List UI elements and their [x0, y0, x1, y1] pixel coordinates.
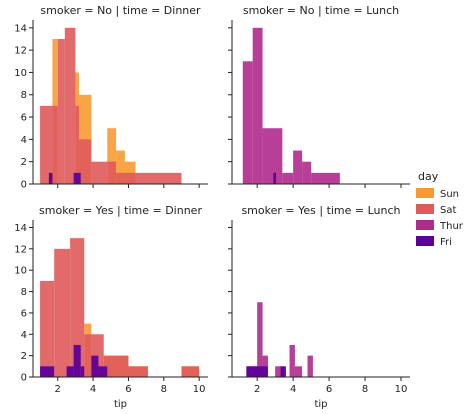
y-tick-label: 10 [14, 68, 27, 79]
histogram-bar-thur [275, 366, 285, 377]
histogram-bar-thur [294, 366, 303, 377]
panel-title: smoker = No | time = Dinner [40, 4, 201, 17]
histogram-bar-sat [107, 161, 117, 184]
x-tick-label: 2 [254, 384, 260, 395]
x-tick-label: 6 [125, 384, 131, 395]
histogram-bar-fri [40, 366, 55, 377]
histogram-bar-thur [262, 128, 283, 184]
x-tick-label: 2 [55, 384, 61, 395]
y-tick-label: 2 [21, 157, 27, 168]
x-tick-label: 6 [326, 384, 332, 395]
panels-group: smoker = No | time = Dinner02468101214sm… [14, 4, 410, 410]
histogram-bar-sat [181, 366, 200, 377]
histogram-bar-thur [289, 344, 295, 377]
histogram-bar-thur [252, 27, 263, 184]
histogram-bar-sat [128, 366, 148, 377]
x-tick-label: 8 [362, 384, 368, 395]
legend-swatch-thur [416, 220, 434, 230]
histogram-bar-sun [107, 128, 117, 184]
panel-title: smoker = No | time = Lunch [243, 4, 399, 17]
y-tick-label: 8 [21, 287, 27, 298]
y-tick-label: 8 [21, 90, 27, 101]
x-tick-label: 10 [395, 384, 408, 395]
histogram-bar-fri [80, 366, 85, 377]
y-tick-label: 12 [14, 46, 27, 57]
legend-swatch-sat [416, 204, 434, 214]
histogram-bar-sat [116, 172, 125, 184]
y-tick-label: 2 [21, 351, 27, 362]
x-tick-label: 10 [193, 384, 206, 395]
y-tick-label: 12 [14, 244, 27, 255]
histogram-bar-fri [280, 366, 286, 377]
legend-swatch-fri [416, 236, 434, 246]
x-tick-label: 4 [290, 384, 296, 395]
y-tick-label: 14 [14, 223, 27, 234]
histogram-bar-sat [91, 161, 108, 184]
histogram-bar-thur [282, 172, 294, 184]
histogram-bar-fri [48, 172, 53, 184]
facet-panel-3: smoker = Yes | time = Dinner 0 2 4 6 8 10 12 14 2… [14, 204, 208, 410]
y-tick-label: 14 [14, 23, 27, 34]
facet-panel-2: smoker = No | time = Lunch [228, 4, 410, 188]
histogram-bar-sat [75, 105, 79, 184]
histogram-bar-thur [311, 172, 340, 184]
facet-panel-1: smoker = No | time = Dinner 0 2 4 6 8 10 12 14 [14, 4, 208, 191]
y-tick-label: 4 [21, 330, 27, 341]
histogram-bar-fri [98, 366, 108, 377]
facet-panel-4: smoker = Yes | time = Lunch 2 4 6 8 10 tip [228, 204, 410, 410]
legend-title: day [418, 170, 439, 183]
histogram-bar-thur [242, 61, 253, 184]
panel-title: smoker = Yes | time = Dinner [39, 204, 202, 217]
legend-label-sun: Sun [440, 189, 459, 200]
histogram-bar-fri [246, 366, 268, 377]
histogram-bar-sat [103, 355, 129, 377]
histogram-bar-sun [116, 150, 125, 184]
x-tick-label: 8 [161, 384, 167, 395]
histogram-bar-sat [52, 105, 58, 184]
legend-label-thur: Thur [439, 221, 464, 232]
histogram-bar-fri [73, 172, 81, 184]
histogram-bar-sat [78, 139, 92, 184]
histogram-bar-sat [57, 38, 65, 184]
legend-label-fri: Fri [440, 237, 452, 248]
y-tick-label: 6 [21, 308, 27, 319]
histogram-bar-thur [293, 150, 303, 184]
legend-label-sat: Sat [440, 205, 456, 216]
histogram-bar-sat [64, 27, 76, 184]
x-tick-label: 4 [90, 384, 96, 395]
y-tick-label: 0 [21, 373, 27, 384]
histogram-bar-sat [70, 238, 85, 377]
y-tick-label: 6 [21, 113, 27, 124]
y-tick-label: 4 [21, 135, 27, 146]
panel-title: smoker = Yes | time = Lunch [241, 204, 400, 217]
histogram-bar-fri [91, 355, 99, 377]
x-axis-label: tip [314, 399, 327, 410]
histogram-bar-thur [307, 355, 313, 377]
histogram-bar-sat [124, 172, 182, 184]
histogram-bar-thur [257, 302, 263, 377]
y-tick-label: 0 [21, 180, 27, 191]
histogram-bar-sat [84, 334, 92, 377]
histogram-bar-fri [273, 172, 277, 184]
histogram-bar-sat [40, 105, 53, 184]
histogram-bar-sat [54, 248, 71, 377]
histogram-bar-thur [302, 161, 312, 184]
x-axis-label: tip [114, 399, 127, 410]
histogram-bar-fri [73, 344, 81, 377]
histogram-bar-sat [40, 280, 55, 377]
histogram-bar-fri [66, 366, 74, 377]
legend-swatch-sun [416, 188, 434, 198]
y-tick-label: 10 [14, 266, 27, 277]
